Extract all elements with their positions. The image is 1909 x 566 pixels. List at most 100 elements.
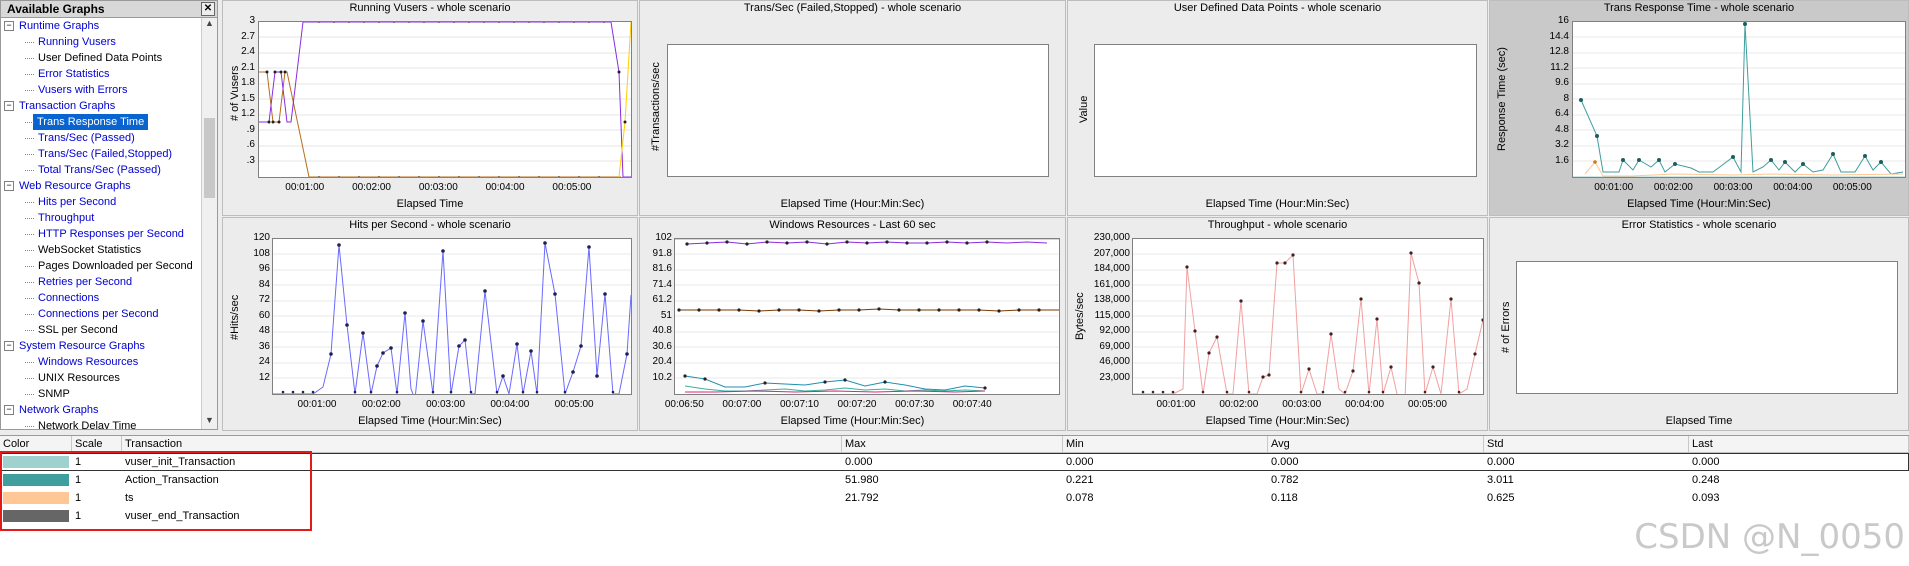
x-tick-label: 00:05:00	[1407, 399, 1447, 410]
tree-item-trans-response-time[interactable]: Trans Response Time	[33, 114, 149, 130]
x-tick-label: 00:07:30	[895, 399, 935, 410]
tree-item-http-responses-per-second[interactable]: HTTP Responses per Second	[38, 228, 184, 240]
color-swatch[interactable]	[3, 456, 69, 468]
cell-std: 0.000	[1487, 456, 1515, 468]
graph-hits-per-second[interactable]: Hits per Second - whole scenario #Hits/s…	[222, 217, 638, 431]
close-icon[interactable]: ✕	[201, 2, 215, 16]
y-tick-label: .3	[246, 154, 255, 166]
tree-item-runtime-graphs[interactable]: Runtime Graphs	[19, 20, 100, 32]
y-tick-label: 6.4	[1555, 108, 1569, 119]
legend-row[interactable]: 1 vuser_init_Transaction 0.000 0.000 0.000 0.…	[0, 453, 1909, 471]
graph-windows-resources[interactable]: Windows Resources - Last 60 sec Elapsed …	[639, 217, 1066, 431]
tree-item-connections[interactable]: Connections	[38, 292, 100, 304]
expander-icon[interactable]: −	[4, 101, 14, 111]
tree-item-websocket-statistics[interactable]: WebSocket Statistics	[38, 244, 142, 256]
col-transaction[interactable]: Transaction	[122, 436, 842, 452]
color-swatch[interactable]	[3, 510, 69, 522]
tree-connector	[25, 394, 34, 395]
tree-item-error-statistics[interactable]: Error Statistics	[38, 68, 110, 80]
graph-trans-response-time[interactable]: Trans Response Time - whole scenario Res…	[1489, 0, 1909, 216]
plot-area	[258, 21, 632, 178]
x-tick-label: 00:02:00	[1219, 399, 1259, 410]
cell-std: 0.625	[1487, 492, 1515, 504]
x-tick-label: 00:07:00	[722, 399, 762, 410]
scroll-thumb[interactable]	[204, 118, 215, 198]
scroll-up-icon[interactable]: ▲	[205, 18, 214, 28]
x-tick-label: 00:03:00	[1282, 399, 1322, 410]
tree-item-hits-per-second[interactable]: Hits per Second	[38, 196, 117, 208]
x-tick-label: 00:03:00	[1713, 182, 1753, 193]
graph-title: Throughput - whole scenario	[1207, 219, 1348, 231]
y-tick-label: 81.6	[652, 263, 672, 274]
graph-user-defined-data-points[interactable]: User Defined Data Points - whole scenari…	[1067, 0, 1488, 216]
tree-item-pages-downloaded-per-second[interactable]: Pages Downloaded per Second	[38, 260, 193, 272]
graph-title: Trans/Sec (Failed,Stopped) - whole scena…	[743, 2, 962, 14]
col-min[interactable]: Min	[1063, 436, 1268, 452]
color-swatch[interactable]	[3, 492, 69, 504]
tree-item-retries-per-second[interactable]: Retries per Second	[38, 276, 133, 288]
x-tick-label: 00:01:00	[297, 399, 337, 410]
cell-last: 0.093	[1692, 492, 1720, 504]
y-tick-label: 8	[1563, 92, 1569, 104]
y-tick-label: 14.4	[1549, 30, 1569, 42]
tree-item-trans-sec-passed[interactable]: Trans/Sec (Passed)	[38, 132, 135, 144]
scroll-down-icon[interactable]: ▼	[205, 415, 214, 425]
col-last[interactable]: Last	[1689, 436, 1909, 452]
y-tick-label: 30.6	[652, 340, 672, 352]
graph-running-vusers[interactable]: Running Vusers - whole scenario # of Vus…	[222, 0, 638, 216]
y-tick-label: 207,000	[1093, 247, 1130, 259]
available-graphs-panel: Available Graphs ✕ − Runtime Graphs Runnin…	[0, 0, 218, 430]
y-axis-label: Response Time (sec)	[1496, 47, 1508, 151]
col-max[interactable]: Max	[842, 436, 1063, 452]
tree-item-network-graphs[interactable]: Network Graphs	[19, 404, 99, 416]
expander-icon[interactable]: −	[4, 341, 14, 351]
expander-icon[interactable]: −	[4, 405, 14, 415]
graph-title: Running Vusers - whole scenario	[349, 2, 511, 14]
tree-item-trans-sec-failed-stopped[interactable]: Trans/Sec (Failed,Stopped)	[38, 148, 173, 160]
tree-item-snmp[interactable]: SNMP	[38, 388, 70, 400]
col-color[interactable]: Color	[0, 436, 72, 452]
tree-item-unix-resources[interactable]: UNIX Resources	[38, 372, 120, 384]
tree-item-total-trans-sec-passed[interactable]: Total Trans/Sec (Passed)	[38, 164, 161, 176]
tree-item-system-resource-graphs[interactable]: System Resource Graphs	[19, 340, 145, 352]
legend-row[interactable]: 1 ts 21.792 0.078 0.118 0.625 0.093	[0, 489, 1909, 507]
y-tick-label: 230,000	[1093, 232, 1130, 243]
y-tick-label: 91.8	[652, 247, 672, 259]
legend-row[interactable]: 1 Action_Transaction 51.980 0.221 0.782 3.011…	[0, 471, 1909, 489]
tree-item-vusers-with-errors[interactable]: Vusers with Errors	[38, 84, 128, 96]
graph-trans-failed-stopped[interactable]: Trans/Sec (Failed,Stopped) - whole scena…	[639, 0, 1066, 216]
tree-item-web-resource-graphs[interactable]: Web Resource Graphs	[19, 180, 131, 192]
tree-connector	[25, 170, 34, 171]
plot-area	[1132, 238, 1484, 395]
y-tick-label: 1.8	[241, 77, 255, 88]
cell-avg	[1268, 507, 1271, 525]
col-avg[interactable]: Avg	[1268, 436, 1484, 452]
y-tick-label: 48	[258, 325, 270, 336]
legend-row[interactable]: 1 vuser_end_Transaction	[0, 507, 1909, 525]
expander-icon[interactable]: −	[4, 21, 14, 31]
graph-throughput[interactable]: Throughput - whole scenario Bytes/sec El…	[1067, 217, 1488, 431]
tree-item-connections-per-second[interactable]: Connections per Second	[38, 308, 159, 320]
cell-scale: 1	[75, 510, 82, 522]
col-scale[interactable]: Scale	[72, 436, 122, 452]
x-tick-label: 00:05:00	[1832, 182, 1872, 193]
x-tick-label: 00:07:40	[952, 399, 992, 410]
graph-error-statistics[interactable]: Error Statistics - whole scenario # of E…	[1489, 217, 1909, 431]
tree-item-running-vusers[interactable]: Running Vusers	[38, 36, 116, 48]
tree-item-user-defined-data-points[interactable]: User Defined Data Points	[38, 52, 163, 64]
col-std[interactable]: Std	[1484, 436, 1689, 452]
y-axis-label: Value	[1078, 95, 1090, 123]
y-tick-label: .9	[246, 123, 255, 135]
tree-item-windows-resources[interactable]: Windows Resources	[38, 356, 139, 368]
tree-scrollbar[interactable]: ▲ ▼	[201, 18, 217, 429]
x-axis-label: Elapsed Time (Hour:Min:Sec)	[1205, 415, 1350, 427]
tree-item-transaction-graphs[interactable]: Transaction Graphs	[19, 100, 116, 112]
expander-icon[interactable]: −	[4, 181, 14, 191]
y-tick-label: 61.2	[652, 294, 672, 305]
tree-item-throughput[interactable]: Throughput	[38, 212, 95, 224]
tree-item-ssl-per-second[interactable]: SSL per Second	[38, 324, 118, 336]
tree-item-network-delay-time[interactable]: Network Delay Time	[38, 420, 137, 429]
plot-area	[1094, 44, 1477, 177]
cell-scale: 1	[75, 492, 82, 504]
color-swatch[interactable]	[3, 474, 69, 486]
